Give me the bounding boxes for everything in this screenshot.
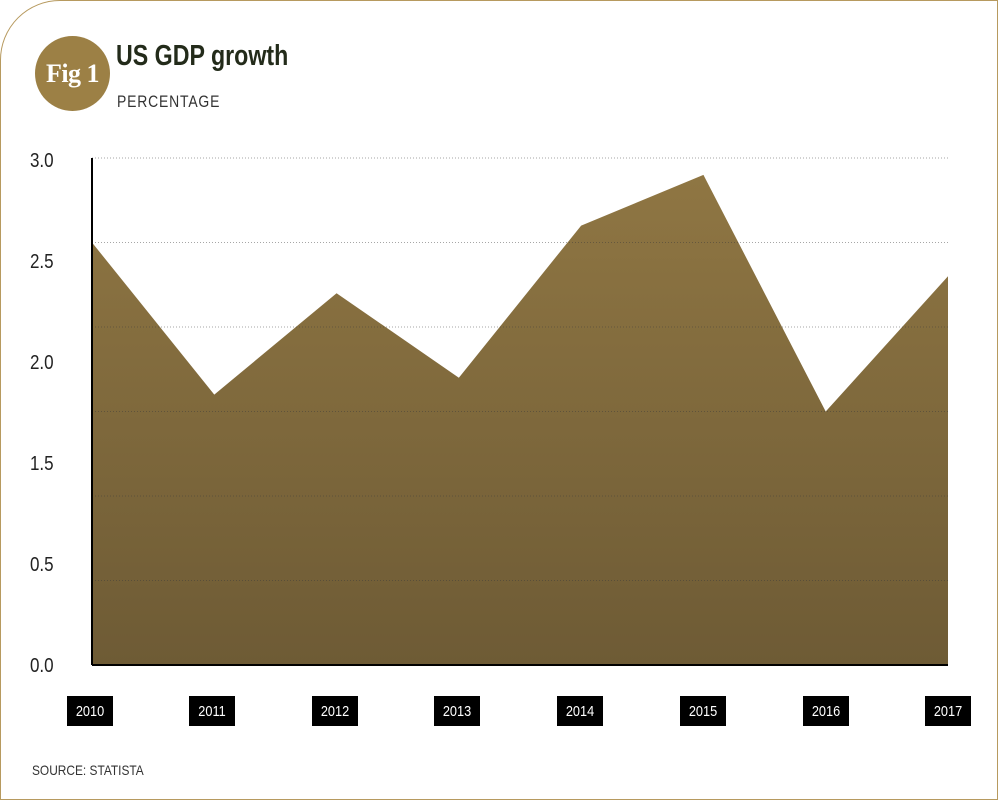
x-tick-box — [189, 696, 235, 726]
x-tick-box — [925, 696, 971, 726]
y-tick-label: 2.5 — [30, 250, 54, 273]
source-note: SOURCE: STATISTA — [32, 762, 144, 778]
x-tick-box — [67, 696, 113, 726]
x-tick-box — [312, 696, 358, 726]
y-tick-label: 1.5 — [30, 452, 54, 475]
x-tick-label: 2014 — [566, 702, 595, 719]
x-tick-box — [680, 696, 726, 726]
x-tick-2011: 2011 — [189, 696, 235, 726]
chart-subtitle: PERCENTAGE — [117, 92, 221, 111]
x-tick-2014: 2014 — [557, 696, 603, 726]
y-tick-label: 0.0 — [30, 654, 54, 677]
y-tick-label: 3.0 — [30, 149, 54, 172]
y-tick-label: 0.5 — [30, 553, 54, 576]
gdp-area — [92, 174, 948, 665]
x-tick-2016: 2016 — [803, 696, 849, 726]
x-tick-label: 2017 — [934, 702, 963, 719]
x-tick-2012: 2012 — [312, 696, 358, 726]
x-tick-label: 2016 — [812, 702, 841, 719]
x-tick-label: 2012 — [321, 702, 350, 719]
x-tick-2015: 2015 — [680, 696, 726, 726]
chart-title: US GDP growth — [116, 40, 289, 72]
x-tick-label: 2011 — [198, 702, 226, 719]
figure-badge: Fig 1 — [35, 36, 110, 111]
x-tick-2010: 2010 — [67, 696, 113, 726]
x-tick-label: 2015 — [689, 702, 718, 719]
x-tick-box — [803, 696, 849, 726]
x-tick-2013: 2013 — [434, 696, 480, 726]
x-tick-label: 2010 — [76, 702, 105, 719]
y-tick-label: 2.0 — [30, 351, 54, 374]
x-tick-box — [434, 696, 480, 726]
x-tick-box — [557, 696, 603, 726]
x-tick-2017: 2017 — [925, 696, 971, 726]
x-tick-label: 2013 — [443, 702, 472, 719]
